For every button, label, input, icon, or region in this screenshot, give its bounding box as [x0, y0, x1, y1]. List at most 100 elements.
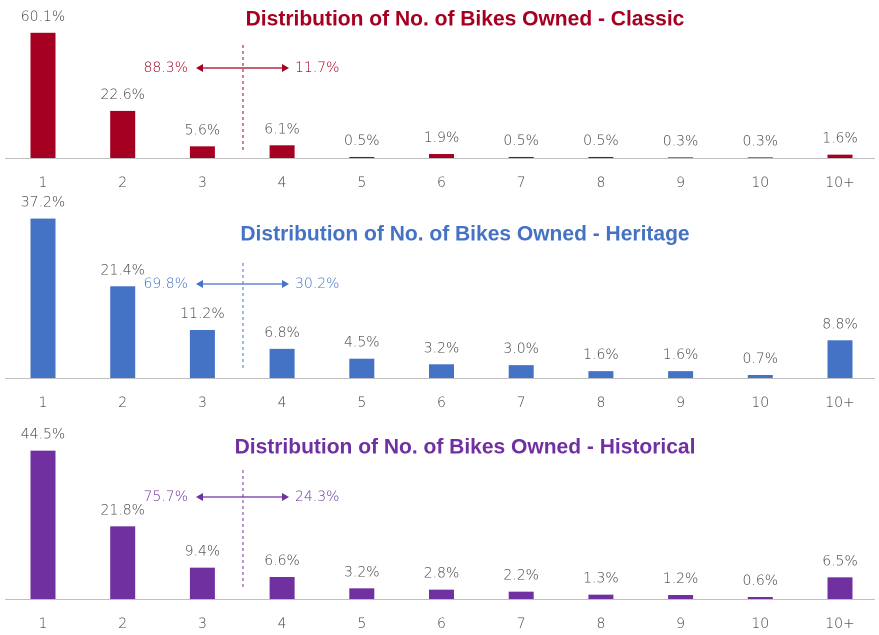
x-tick-label: 10+	[825, 175, 855, 191]
value-label: 9.4%	[185, 544, 221, 560]
value-label: 0.5%	[583, 133, 619, 149]
value-label: 3.2%	[344, 564, 380, 580]
bar	[747, 597, 773, 599]
bar	[588, 156, 614, 158]
chart-title: Distribution of No. of Bikes Owned - His…	[235, 436, 696, 459]
x-tick-label: 9	[676, 395, 685, 411]
value-label: 1.6%	[822, 131, 858, 147]
bar	[668, 595, 694, 599]
bar	[30, 450, 56, 599]
bar	[588, 594, 614, 599]
arrow-head	[282, 280, 289, 288]
value-label: 22.6%	[100, 87, 144, 103]
bar	[668, 157, 694, 158]
value-label: 44.5%	[21, 427, 65, 443]
x-tick-label: 5	[357, 616, 366, 632]
bar	[668, 371, 694, 378]
value-label: 1.2%	[663, 571, 699, 587]
value-label: 6.5%	[822, 553, 858, 569]
bar	[508, 156, 534, 158]
bar	[508, 365, 534, 378]
bar	[827, 340, 853, 378]
x-tick-label: 3	[198, 616, 207, 632]
x-tick-label: 9	[676, 616, 685, 632]
annotation: 11.7%	[295, 60, 339, 76]
x-tick-label: 9	[676, 175, 685, 191]
arrow-head	[196, 64, 203, 72]
x-tick-label: 4	[278, 175, 287, 191]
bar	[189, 146, 215, 158]
value-label: 5.6%	[185, 122, 221, 138]
bar	[429, 154, 454, 158]
bar	[189, 567, 215, 599]
x-tick-label: 10+	[825, 616, 855, 632]
value-label: 11.2%	[180, 306, 224, 322]
annotation: 75.7%	[144, 489, 188, 505]
arrow-head	[196, 493, 203, 501]
x-tick-label: 6	[437, 175, 446, 191]
x-tick-label: 2	[118, 395, 127, 411]
value-label: 37.2%	[21, 195, 65, 211]
arrow-head	[282, 64, 289, 72]
value-label: 8.8%	[822, 316, 858, 332]
value-label: 3.0%	[503, 341, 539, 357]
x-tick-label: 3	[198, 395, 207, 411]
x-tick-label: 7	[517, 395, 526, 411]
bar	[429, 589, 454, 599]
value-label: 6.1%	[264, 121, 300, 137]
value-label: 6.6%	[264, 553, 300, 569]
bar	[110, 110, 136, 158]
bar	[30, 218, 56, 378]
value-label: 21.8%	[100, 502, 144, 518]
x-tick-label: 8	[596, 395, 605, 411]
x-tick-label: 4	[278, 395, 287, 411]
x-tick-label: 10	[751, 175, 769, 191]
bar	[827, 577, 853, 599]
annotation: 24.3%	[295, 489, 339, 505]
bar	[30, 32, 56, 158]
value-label: 3.2%	[424, 340, 460, 356]
bar	[269, 577, 295, 599]
x-tick-label: 5	[357, 175, 366, 191]
x-tick-label: 10	[751, 395, 769, 411]
value-label: 1.3%	[583, 571, 619, 587]
value-label: 4.5%	[344, 335, 380, 351]
arrow-head	[196, 280, 203, 288]
value-label: 0.5%	[344, 133, 380, 149]
annotation: 69.8%	[144, 276, 188, 292]
x-tick-label: 8	[596, 175, 605, 191]
value-label: 2.2%	[503, 568, 539, 584]
x-tick-label: 2	[118, 175, 127, 191]
chart-title: Distribution of No. of Bikes Owned - Cla…	[246, 8, 685, 31]
value-label: 0.6%	[743, 573, 779, 589]
x-tick-label: 7	[517, 616, 526, 632]
x-tick-label: 3	[198, 175, 207, 191]
bar	[110, 526, 136, 599]
value-label: 1.6%	[663, 347, 699, 363]
x-tick-label: 2	[118, 616, 127, 632]
bar	[429, 364, 454, 378]
x-tick-label: 10+	[825, 395, 855, 411]
value-label: 21.4%	[100, 262, 144, 278]
x-tick-label: 6	[437, 616, 446, 632]
x-tick-label: 10	[751, 616, 769, 632]
value-label: 0.3%	[663, 133, 699, 149]
x-tick-label: 1	[39, 175, 48, 191]
arrow-head	[282, 493, 289, 501]
value-label: 0.7%	[743, 351, 779, 367]
bar	[349, 156, 375, 158]
value-label: 2.8%	[424, 566, 460, 582]
value-label: 0.5%	[503, 133, 539, 149]
bar	[189, 330, 215, 378]
x-tick-label: 1	[39, 616, 48, 632]
value-label: 1.9%	[424, 130, 460, 146]
x-tick-label: 8	[596, 616, 605, 632]
bar	[747, 157, 773, 158]
x-tick-label: 4	[278, 616, 287, 632]
bar	[747, 375, 773, 378]
bar	[349, 358, 375, 378]
value-label: 0.3%	[743, 133, 779, 149]
bar	[349, 588, 375, 599]
bar	[827, 154, 853, 158]
